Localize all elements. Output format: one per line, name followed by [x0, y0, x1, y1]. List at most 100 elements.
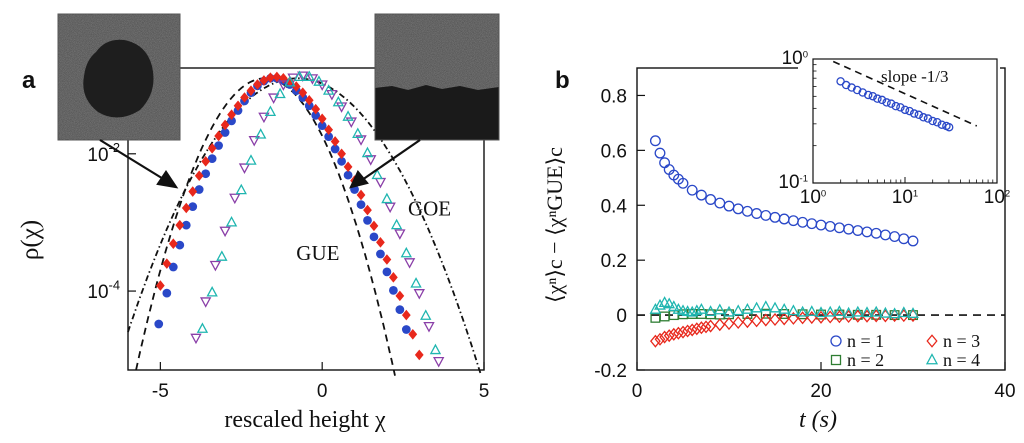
panel-b-point — [870, 227, 882, 239]
panel-b-point — [714, 197, 726, 209]
inset-point — [914, 110, 924, 120]
panel-a-point — [259, 75, 269, 86]
panel-a-point — [227, 109, 236, 120]
panel-b-point — [851, 305, 864, 317]
legend-marker — [926, 334, 938, 348]
panel-a-point — [413, 289, 425, 300]
panel-b-x-axis-label: t (s) — [799, 407, 837, 433]
panel-b-point — [668, 327, 680, 341]
panel-b-point — [751, 208, 763, 219]
panel-b-point — [815, 310, 827, 324]
panel-b-point — [659, 330, 671, 344]
panel-b-point — [898, 233, 910, 245]
panel-b-point — [796, 305, 809, 317]
panel-b-point — [888, 307, 901, 319]
panel-b-point — [723, 317, 735, 331]
panel-a-point — [394, 229, 406, 240]
inset-point — [905, 106, 914, 116]
inset-point — [891, 101, 901, 111]
inset-point — [900, 105, 910, 115]
panel-b-point — [695, 321, 707, 335]
panel-a-point — [363, 204, 372, 216]
panel-a-point — [384, 202, 396, 214]
panel-a-point — [304, 94, 314, 106]
panel-a-point — [194, 170, 204, 182]
panel-a-point — [214, 141, 223, 150]
panel-a-point — [162, 288, 172, 298]
panel-b-label: b — [555, 67, 570, 94]
panel-b-point — [760, 209, 772, 221]
panel-b-point — [741, 205, 753, 217]
panel-b-point — [741, 302, 754, 314]
panel-b-point — [741, 315, 753, 329]
panel-a-point — [401, 309, 411, 321]
panel-b-point — [700, 320, 712, 334]
panel-a-point — [284, 75, 296, 87]
panel-a-point — [342, 110, 354, 121]
panel-b-point — [714, 318, 726, 332]
panel-a: a -5 0 5 10-2 10-4 rescaled height χ ρ(χ) GO… — [17, 13, 500, 433]
panel-b-point — [682, 324, 694, 338]
panel-a-point — [227, 116, 236, 126]
panel-a-point — [246, 85, 256, 96]
panel-b-point — [805, 305, 818, 317]
panel-a-point — [175, 240, 185, 250]
panel-a-point — [369, 232, 379, 242]
panel-b: b 0 20 40-0.200.20.40.60.8 t (s) ⟨χⁿ⟩c − ⟨… — [542, 48, 1016, 433]
panel-b-point — [760, 313, 772, 327]
panel-a-point — [190, 333, 202, 345]
panel-a-point — [175, 219, 185, 231]
panel-b-point — [787, 311, 799, 325]
panel-a-point — [285, 76, 295, 88]
panel-a-point — [298, 87, 308, 98]
panel-b-point — [732, 304, 745, 316]
panel-a-point — [168, 262, 178, 272]
panel-b-point — [861, 306, 873, 318]
panel-a-point — [291, 81, 301, 92]
panel-a-point — [389, 272, 398, 283]
panel-b-point — [649, 135, 661, 147]
legend-label: n = 3 — [943, 331, 980, 351]
inset-point — [873, 94, 882, 103]
panel-b-point — [843, 223, 855, 235]
inset-point — [932, 117, 942, 127]
panel-a-point — [209, 260, 222, 272]
panel-a-point — [390, 218, 403, 230]
y-tick-label: 0.6 — [601, 141, 627, 162]
panel-b-point — [732, 203, 744, 215]
y-tick-label: 10-2 — [87, 140, 120, 166]
panel-a-point — [219, 226, 231, 238]
legend-label: n = 2 — [847, 350, 884, 370]
panel-b-point — [649, 334, 661, 348]
inset-slope-guide: slope -1/3 — [832, 60, 978, 127]
annotation-gue: GUE — [296, 241, 339, 265]
panel-a-point — [225, 216, 238, 227]
panel-a-point — [272, 71, 282, 83]
panel-a-point — [332, 95, 345, 107]
panel-b-point — [861, 226, 873, 238]
inset-point — [919, 113, 928, 122]
panel-a-point — [433, 356, 445, 368]
panel-b-data-points — [649, 135, 919, 348]
inset-data-points — [836, 77, 954, 132]
panel-a-point — [207, 154, 217, 163]
panel-b-legend: n = 1 n = 3 n = 2 n = 4 — [830, 331, 980, 370]
panel-b-point — [677, 325, 689, 339]
legend-marker — [830, 335, 842, 347]
panel-b-point — [778, 312, 790, 326]
legend-marker — [830, 354, 842, 366]
panel-b-point — [824, 310, 836, 324]
panel-a-point — [220, 119, 230, 131]
panel-a-point — [337, 148, 346, 160]
x-tick-label: 0 — [632, 381, 643, 402]
panel-b-point — [760, 308, 771, 319]
panel-a-point — [420, 309, 432, 320]
panel-b-y-axis-label: ⟨χⁿ⟩c − ⟨χⁿGUE⟩c — [542, 147, 567, 303]
panel-a-point — [414, 349, 424, 361]
panel-b-point — [879, 309, 891, 323]
x-tick-label: 20 — [810, 381, 831, 402]
panel-b-point — [769, 312, 781, 327]
inset-point — [923, 114, 933, 123]
panel-b-point — [824, 220, 836, 232]
